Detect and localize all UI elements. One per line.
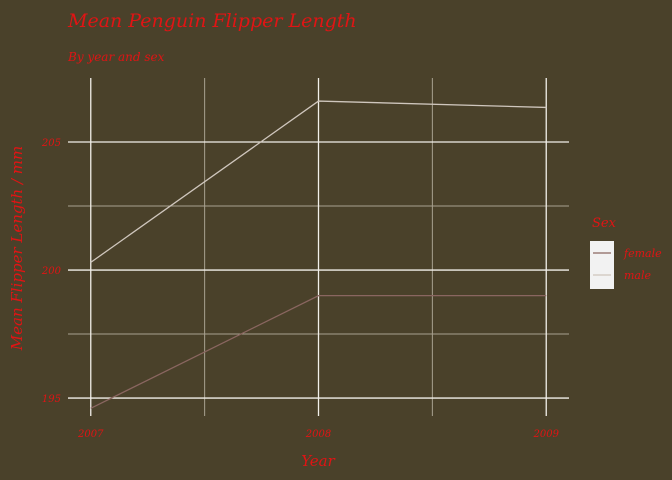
legend-items: female male	[593, 247, 662, 282]
legend-label-female: female	[623, 247, 662, 260]
series-lines	[90, 100, 547, 409]
chart-title: Mean Penguin Flipper Length	[67, 10, 357, 32]
y-axis-title: Mean Flipper Length / mm	[8, 146, 26, 351]
series-line-male	[90, 100, 547, 263]
y-tick-label: 200	[41, 266, 62, 277]
y-tick-label: 195	[42, 394, 61, 405]
grid-major	[68, 78, 569, 416]
x-tick-label: 2009	[533, 429, 560, 440]
legend-label-male: male	[624, 269, 652, 282]
x-tick-label: 2008	[305, 429, 331, 440]
y-tick-label: 205	[41, 138, 61, 149]
x-tick-labels: 2007 2008 2009	[77, 429, 560, 440]
series-line-female	[90, 295, 547, 409]
x-tick-label: 2007	[77, 429, 104, 440]
x-axis-title: Year	[301, 452, 335, 470]
legend: Sex female male	[590, 216, 662, 289]
y-tick-labels: 195 200 205	[41, 138, 62, 405]
chart-subtitle: By year and sex	[67, 50, 165, 64]
legend-key-background	[590, 241, 614, 289]
legend-title: Sex	[592, 216, 617, 231]
